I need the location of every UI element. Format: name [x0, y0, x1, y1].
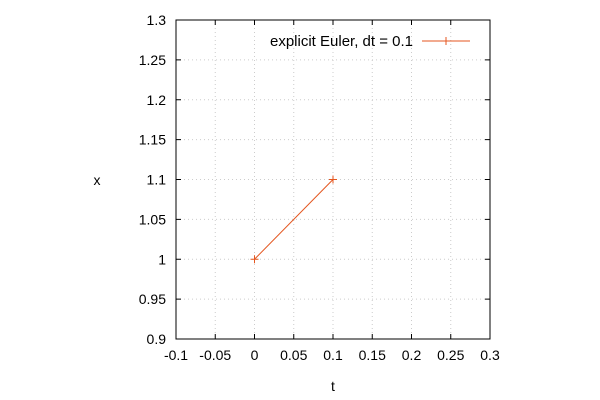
series-layer	[250, 175, 337, 264]
y-tick-label: 0.95	[139, 291, 166, 307]
data-point	[329, 175, 337, 184]
x-axis-label: t	[331, 378, 335, 394]
y-tick-label: 1.3	[147, 12, 167, 28]
series-line-0	[254, 179, 334, 260]
x-tick-label: 0.1	[323, 347, 343, 363]
x-tick-label: 0	[251, 347, 259, 363]
y-axis-label: x	[94, 172, 101, 188]
x-tick-label: 0.15	[359, 347, 386, 363]
axis-ticks: -0.1 -0.05 0 0.05 0.1 0.15 0.2 0.25 0.3 0.9 0.95 1 1…	[139, 12, 500, 363]
x-tick-label: 0.3	[480, 347, 500, 363]
x-tick-label: 0.2	[402, 347, 422, 363]
legend-label-series-0: explicit Euler, dt = 0.1	[270, 33, 413, 50]
legend: explicit Euler, dt = 0.1	[270, 33, 470, 50]
data-point	[250, 255, 259, 264]
y-tick-label: 1.05	[139, 211, 166, 227]
x-tick-label: 0.05	[280, 347, 307, 363]
legend-marker-series-0	[442, 37, 450, 45]
y-tick-label: 1.2	[147, 92, 167, 108]
y-tick-label: 1	[158, 251, 166, 267]
legend-plus-marker	[442, 37, 450, 45]
y-tick-label: 0.9	[147, 331, 167, 347]
x-tick-label: -0.05	[199, 347, 231, 363]
y-tick-label: 1.15	[139, 132, 166, 148]
x-tick-label: -0.1	[164, 347, 188, 363]
x-tick-label: 0.25	[437, 347, 464, 363]
y-tick-label: 1.25	[139, 52, 166, 68]
y-tick-label: 1.1	[147, 172, 167, 188]
